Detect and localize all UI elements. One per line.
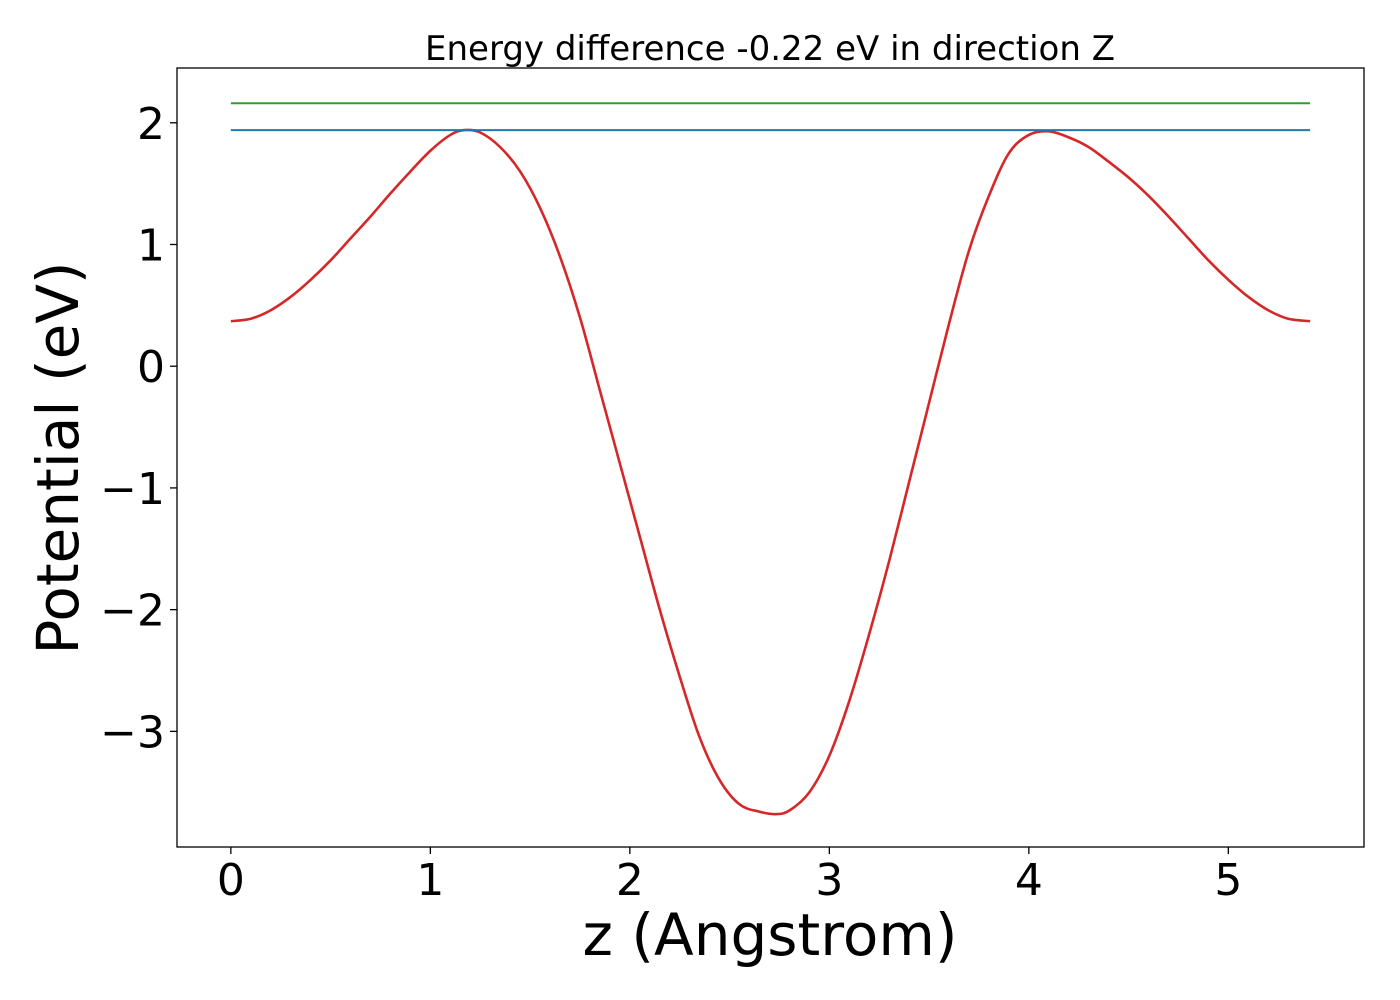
x-tick-label-3: 3 <box>815 855 843 906</box>
ticks-layer: 0 1 2 3 4 5 −3 −2 −1 0 1 2 <box>100 99 1242 906</box>
x-tick-label-1: 1 <box>416 855 444 906</box>
x-axis-label: z (Angstrom) <box>583 901 958 969</box>
y-tick-label-4: 1 <box>137 220 165 271</box>
x-tick-label-2: 2 <box>616 855 644 906</box>
series-layer <box>230 102 1311 816</box>
y-tick-label-1: −2 <box>100 586 165 637</box>
y-tick-label-0: −3 <box>100 707 165 758</box>
x-tick-label-4: 4 <box>1015 855 1043 906</box>
plot-frame <box>176 67 1365 848</box>
series-line-0 <box>230 128 1311 816</box>
chart-title: Energy difference -0.22 eV in direction … <box>425 29 1115 69</box>
y-tick-label-5: 2 <box>137 99 165 150</box>
x-tick-label-5: 5 <box>1214 855 1242 906</box>
x-tick-label-0: 0 <box>217 855 245 906</box>
y-axis-label: Potential (eV) <box>24 261 92 654</box>
y-tick-label-3: 0 <box>137 342 165 393</box>
y-tick-label-2: −1 <box>100 464 165 515</box>
